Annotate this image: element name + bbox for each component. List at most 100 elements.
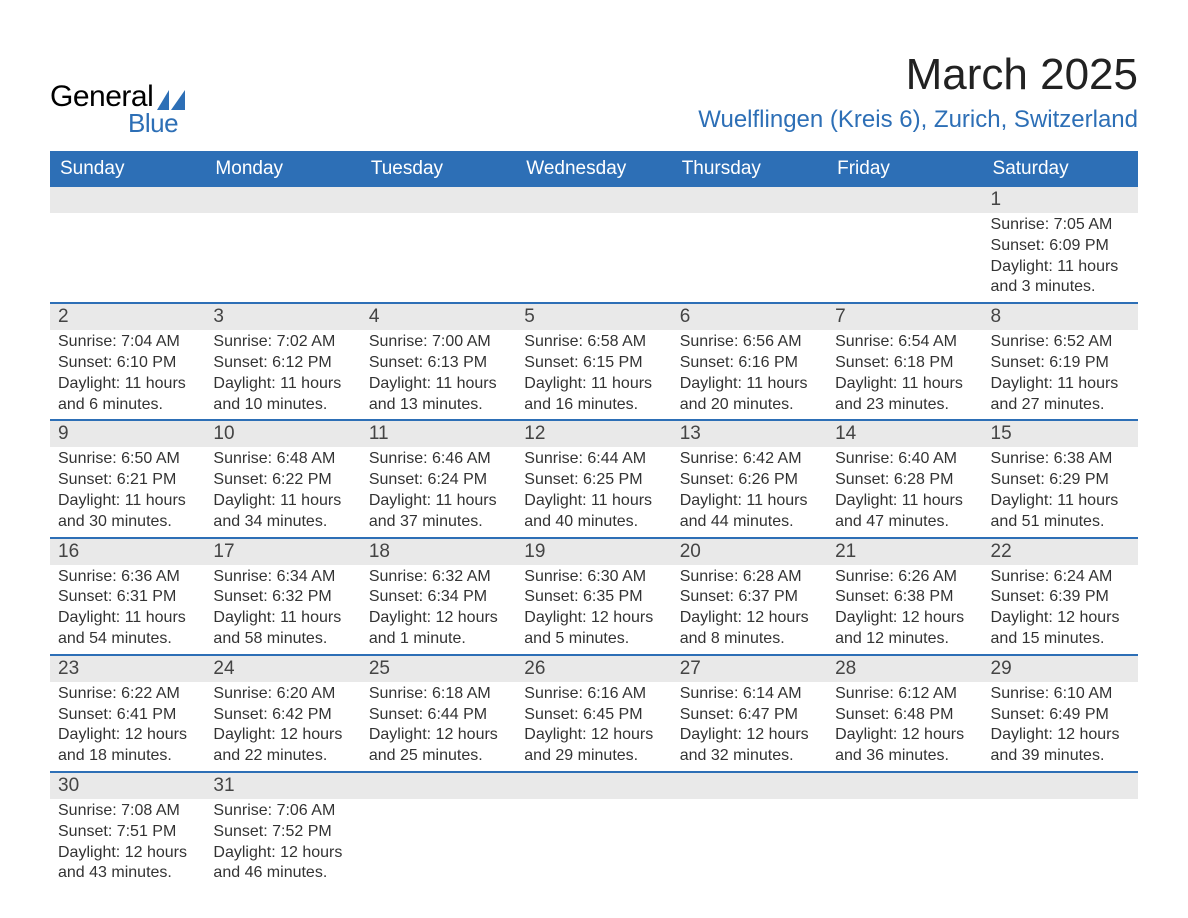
- sunset-line: Sunset: 6:49 PM: [991, 705, 1130, 726]
- day-number-empty: [827, 187, 982, 213]
- day-number: 15: [983, 421, 1138, 447]
- logo-sail-icon: [157, 90, 185, 110]
- day-body: Sunrise: 6:48 AMSunset: 6:22 PMDaylight:…: [205, 447, 360, 536]
- day-number: 29: [983, 656, 1138, 682]
- daylight-line: Daylight: 12 hours and 32 minutes.: [680, 725, 819, 767]
- weekday-header: Monday: [205, 151, 360, 187]
- day-number: 27: [672, 656, 827, 682]
- daylight-line: Daylight: 11 hours and 3 minutes.: [991, 257, 1130, 299]
- day-number: 20: [672, 539, 827, 565]
- weekday-header: Thursday: [672, 151, 827, 187]
- calendar-cell: [361, 772, 516, 888]
- day-body: Sunrise: 6:40 AMSunset: 6:28 PMDaylight:…: [827, 447, 982, 536]
- day-body: Sunrise: 6:28 AMSunset: 6:37 PMDaylight:…: [672, 565, 827, 654]
- day-body: Sunrise: 7:08 AMSunset: 7:51 PMDaylight:…: [50, 799, 205, 888]
- day-number: 1: [983, 187, 1138, 213]
- day-number: 10: [205, 421, 360, 447]
- daylight-line: Daylight: 11 hours and 58 minutes.: [213, 608, 352, 650]
- sunset-line: Sunset: 6:31 PM: [58, 587, 197, 608]
- sunrise-line: Sunrise: 6:42 AM: [680, 449, 819, 470]
- calendar-cell: 27Sunrise: 6:14 AMSunset: 6:47 PMDayligh…: [672, 655, 827, 772]
- day-body-empty: [516, 799, 671, 869]
- day-body-empty: [827, 213, 982, 283]
- sunset-line: Sunset: 6:16 PM: [680, 353, 819, 374]
- sunrise-line: Sunrise: 6:20 AM: [213, 684, 352, 705]
- sunset-line: Sunset: 6:10 PM: [58, 353, 197, 374]
- day-number: 26: [516, 656, 671, 682]
- sunrise-line: Sunrise: 6:30 AM: [524, 567, 663, 588]
- day-body: Sunrise: 6:44 AMSunset: 6:25 PMDaylight:…: [516, 447, 671, 536]
- logo: General Blue: [50, 50, 185, 139]
- calendar-page: General Blue March 2025 Wuelflingen (Kre…: [0, 0, 1188, 888]
- calendar-cell: 11Sunrise: 6:46 AMSunset: 6:24 PMDayligh…: [361, 420, 516, 537]
- calendar-cell: 2Sunrise: 7:04 AMSunset: 6:10 PMDaylight…: [50, 303, 205, 420]
- day-number: 21: [827, 539, 982, 565]
- weekday-header: Wednesday: [516, 151, 671, 187]
- calendar-cell: 5Sunrise: 6:58 AMSunset: 6:15 PMDaylight…: [516, 303, 671, 420]
- daylight-line: Daylight: 12 hours and 25 minutes.: [369, 725, 508, 767]
- day-number: 18: [361, 539, 516, 565]
- sunrise-line: Sunrise: 6:46 AM: [369, 449, 508, 470]
- sunset-line: Sunset: 6:22 PM: [213, 470, 352, 491]
- sunset-line: Sunset: 6:39 PM: [991, 587, 1130, 608]
- daylight-line: Daylight: 12 hours and 22 minutes.: [213, 725, 352, 767]
- sunset-line: Sunset: 6:19 PM: [991, 353, 1130, 374]
- daylight-line: Daylight: 11 hours and 16 minutes.: [524, 374, 663, 416]
- calendar-cell: 22Sunrise: 6:24 AMSunset: 6:39 PMDayligh…: [983, 538, 1138, 655]
- calendar-cell: 17Sunrise: 6:34 AMSunset: 6:32 PMDayligh…: [205, 538, 360, 655]
- calendar-body: 1Sunrise: 7:05 AMSunset: 6:09 PMDaylight…: [50, 187, 1138, 888]
- sunrise-line: Sunrise: 6:52 AM: [991, 332, 1130, 353]
- sunrise-line: Sunrise: 6:58 AM: [524, 332, 663, 353]
- sunset-line: Sunset: 6:12 PM: [213, 353, 352, 374]
- calendar-cell: 8Sunrise: 6:52 AMSunset: 6:19 PMDaylight…: [983, 303, 1138, 420]
- sunset-line: Sunset: 6:32 PM: [213, 587, 352, 608]
- sunset-line: Sunset: 6:18 PM: [835, 353, 974, 374]
- daylight-line: Daylight: 11 hours and 54 minutes.: [58, 608, 197, 650]
- day-number: 4: [361, 304, 516, 330]
- day-number: 8: [983, 304, 1138, 330]
- day-body: Sunrise: 7:05 AMSunset: 6:09 PMDaylight:…: [983, 213, 1138, 302]
- day-number: 9: [50, 421, 205, 447]
- day-body-empty: [672, 213, 827, 283]
- daylight-line: Daylight: 11 hours and 37 minutes.: [369, 491, 508, 533]
- day-body: Sunrise: 6:24 AMSunset: 6:39 PMDaylight:…: [983, 565, 1138, 654]
- day-body: Sunrise: 6:14 AMSunset: 6:47 PMDaylight:…: [672, 682, 827, 771]
- sunset-line: Sunset: 6:13 PM: [369, 353, 508, 374]
- day-number: 24: [205, 656, 360, 682]
- calendar-cell: [983, 772, 1138, 888]
- sunset-line: Sunset: 6:45 PM: [524, 705, 663, 726]
- day-body: Sunrise: 7:04 AMSunset: 6:10 PMDaylight:…: [50, 330, 205, 419]
- day-body: Sunrise: 6:26 AMSunset: 6:38 PMDaylight:…: [827, 565, 982, 654]
- sunset-line: Sunset: 6:44 PM: [369, 705, 508, 726]
- sunset-line: Sunset: 6:29 PM: [991, 470, 1130, 491]
- day-number-empty: [50, 187, 205, 213]
- day-number-empty: [983, 773, 1138, 799]
- calendar-cell: 29Sunrise: 6:10 AMSunset: 6:49 PMDayligh…: [983, 655, 1138, 772]
- calendar-cell: 15Sunrise: 6:38 AMSunset: 6:29 PMDayligh…: [983, 420, 1138, 537]
- title-block: March 2025 Wuelflingen (Kreis 6), Zurich…: [698, 50, 1138, 134]
- day-number: 31: [205, 773, 360, 799]
- daylight-line: Daylight: 12 hours and 39 minutes.: [991, 725, 1130, 767]
- day-number: 6: [672, 304, 827, 330]
- day-body-empty: [516, 213, 671, 283]
- calendar-cell: 14Sunrise: 6:40 AMSunset: 6:28 PMDayligh…: [827, 420, 982, 537]
- sunrise-line: Sunrise: 6:56 AM: [680, 332, 819, 353]
- sunrise-line: Sunrise: 6:12 AM: [835, 684, 974, 705]
- day-body: Sunrise: 6:38 AMSunset: 6:29 PMDaylight:…: [983, 447, 1138, 536]
- daylight-line: Daylight: 11 hours and 51 minutes.: [991, 491, 1130, 533]
- day-body: Sunrise: 6:32 AMSunset: 6:34 PMDaylight:…: [361, 565, 516, 654]
- calendar-cell: 30Sunrise: 7:08 AMSunset: 7:51 PMDayligh…: [50, 772, 205, 888]
- day-number: 17: [205, 539, 360, 565]
- sunrise-line: Sunrise: 6:10 AM: [991, 684, 1130, 705]
- day-number-empty: [516, 773, 671, 799]
- logo-text-blue: Blue: [128, 108, 178, 139]
- calendar-cell: 16Sunrise: 6:36 AMSunset: 6:31 PMDayligh…: [50, 538, 205, 655]
- calendar-cell: 19Sunrise: 6:30 AMSunset: 6:35 PMDayligh…: [516, 538, 671, 655]
- logo-top-row: General: [50, 80, 185, 114]
- day-body: Sunrise: 7:02 AMSunset: 6:12 PMDaylight:…: [205, 330, 360, 419]
- day-body: Sunrise: 6:46 AMSunset: 6:24 PMDaylight:…: [361, 447, 516, 536]
- daylight-line: Daylight: 12 hours and 8 minutes.: [680, 608, 819, 650]
- day-body: Sunrise: 6:12 AMSunset: 6:48 PMDaylight:…: [827, 682, 982, 771]
- day-body-empty: [205, 213, 360, 283]
- sunset-line: Sunset: 6:37 PM: [680, 587, 819, 608]
